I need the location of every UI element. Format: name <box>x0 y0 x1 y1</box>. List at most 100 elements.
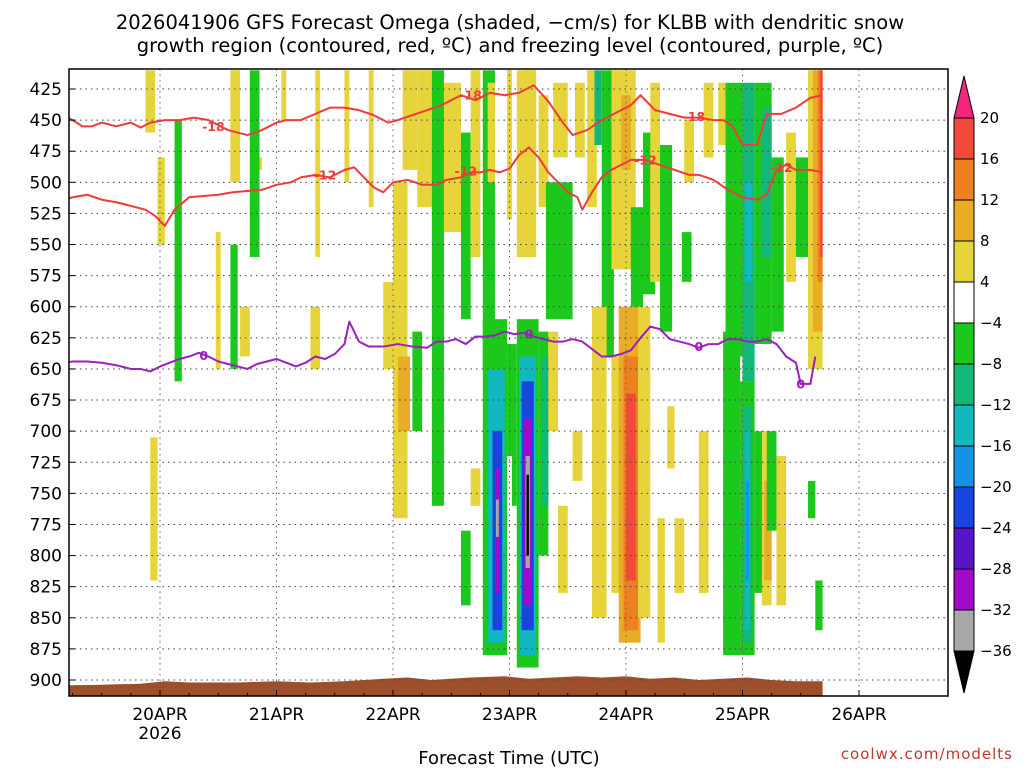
y-axis: 425 450 475 500 525 550 575 600 625 650 675 700 725 7… <box>30 80 75 691</box>
omega-cell <box>249 70 260 257</box>
x-tick-label: 23APR <box>482 705 538 725</box>
omega-cell <box>393 182 408 519</box>
omega-cell <box>626 393 636 581</box>
contour-label: 0 <box>199 348 208 363</box>
colorbar-top-arrow <box>953 75 975 119</box>
omega-cell <box>240 306 250 357</box>
omega-cell <box>820 70 823 257</box>
colorbar-segment <box>953 527 975 570</box>
y-tick-label: 875 <box>30 640 62 660</box>
omega-cell <box>667 406 675 469</box>
colorbar-segment <box>953 486 975 529</box>
omega-cell <box>766 431 777 531</box>
omega-cell <box>417 70 432 208</box>
contour-label: -12 <box>314 167 337 182</box>
dgz-minus18-contour <box>69 84 823 146</box>
omega-cell <box>383 281 393 369</box>
y-tick-label: 425 <box>30 80 62 100</box>
terrain-area <box>69 676 823 696</box>
omega-cell <box>487 82 495 183</box>
omega-cell <box>470 468 481 506</box>
dgz-minus12-contour <box>69 146 823 227</box>
y-tick-label: 800 <box>30 547 62 567</box>
contour-label: -18 <box>0 133 16 148</box>
contour-label: -12 <box>455 164 478 179</box>
omega-cell <box>215 232 221 369</box>
omega-cell <box>495 499 499 537</box>
colorbar-level-label: 20 <box>980 109 999 127</box>
contour-label: 0 <box>694 339 703 354</box>
omega-cell <box>145 70 156 133</box>
omega-cell <box>344 70 350 183</box>
colorbar-segment <box>953 240 975 283</box>
y-tick-label: 625 <box>30 329 62 349</box>
omega-cell <box>310 306 321 369</box>
omega-cell <box>771 157 784 332</box>
omega-cell <box>174 120 182 382</box>
colorbar-segment <box>953 158 975 201</box>
colorbar-segment <box>953 568 975 611</box>
omega-cell <box>460 530 471 606</box>
x-tick-label: 21APR <box>249 705 305 725</box>
contour-label: -12 <box>634 152 657 167</box>
contour-label: 0 <box>796 376 805 391</box>
colorbar-level-label: 16 <box>980 150 999 168</box>
colorbar-segment <box>953 281 975 324</box>
y-tick-label: 700 <box>30 422 62 442</box>
omega-cell <box>507 70 512 220</box>
omega-cell <box>601 70 614 357</box>
omega-cell <box>431 70 444 506</box>
omega-cell <box>815 580 823 631</box>
colorbar-level-label: 4 <box>980 273 990 291</box>
y-tick-label: 825 <box>30 578 62 598</box>
omega-cell <box>470 70 481 257</box>
omega-cell <box>516 70 537 257</box>
omega-cell <box>507 344 517 457</box>
colorbar-level-label: 8 <box>980 232 990 250</box>
x-axis-title: Forecast Time (UTC) <box>418 748 599 768</box>
omega-cell <box>443 82 461 233</box>
x-tick-label: 24APR <box>598 705 654 725</box>
colorbar-segment <box>953 199 975 242</box>
contour-label: -18 <box>683 109 706 124</box>
y-tick-label: 600 <box>30 298 62 318</box>
omega-cell <box>541 356 549 506</box>
omega-cell <box>572 431 583 481</box>
colorbar-segment <box>953 117 975 160</box>
omega-cell <box>659 144 673 332</box>
colorbar-level-label: −36 <box>980 642 1012 660</box>
omega-cell <box>511 456 517 506</box>
omega-cell <box>754 431 765 593</box>
omega-cell <box>230 70 241 183</box>
chart-title-line-1: 2026041906 GFS Forecast Omega (shaded, −… <box>116 11 904 34</box>
contour-label: -18 <box>202 119 225 134</box>
omega-cell <box>621 95 631 170</box>
x-tick-label: 22APR <box>365 705 421 725</box>
colorbar-level-label: −28 <box>980 560 1012 578</box>
colorbar-level-label: −4 <box>980 314 1002 332</box>
omega-cell <box>657 518 665 643</box>
colorbar-level-label: 12 <box>980 191 999 209</box>
omega-cell <box>650 82 660 282</box>
omega-cell <box>281 70 287 121</box>
omega-cell <box>575 82 585 158</box>
y-tick-label: 675 <box>30 391 62 411</box>
y-tick-label: 725 <box>30 453 62 473</box>
omega-cell <box>592 306 607 618</box>
x-tick-label: 25APR <box>715 705 771 725</box>
colorbar-level-label: −32 <box>980 601 1012 619</box>
omega-cell <box>744 182 753 282</box>
colorbar-segment <box>953 322 975 365</box>
omega-cell <box>795 157 809 257</box>
y-tick-label: 500 <box>30 173 62 193</box>
omega-cell <box>611 356 622 593</box>
omega-cell <box>545 182 573 320</box>
terrain-fill <box>69 676 823 696</box>
colorbar-bottom-arrow <box>953 650 975 694</box>
omega-cell <box>526 474 529 556</box>
omega-cell <box>587 70 597 208</box>
y-tick-label: 525 <box>30 204 62 224</box>
omega-cell <box>808 480 816 519</box>
